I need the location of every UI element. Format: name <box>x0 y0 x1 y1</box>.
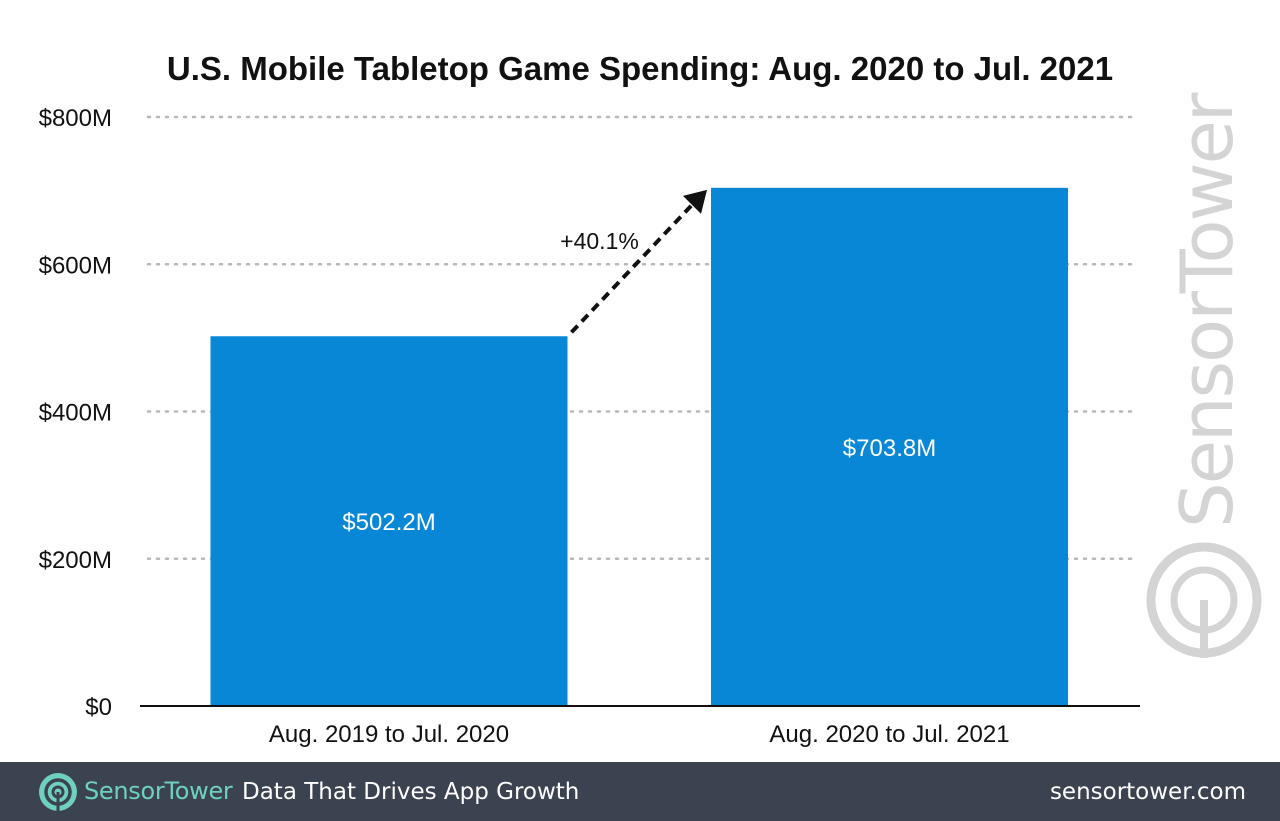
bar <box>210 336 568 706</box>
footer-brand: SensorTower <box>84 777 233 805</box>
watermark-text: SensorTower <box>1165 92 1249 528</box>
annotation-arrowhead <box>683 189 707 214</box>
watermark-logo-stem <box>1200 600 1208 658</box>
growth-annotation: +40.1% <box>560 189 707 334</box>
bars: $502.2M $703.8M <box>210 187 1068 706</box>
bar <box>711 187 1068 706</box>
annotation-arrow-line <box>570 202 695 334</box>
y-tick-label: $800M <box>39 105 112 132</box>
brand-tower: Tower <box>164 777 233 805</box>
sensortower-logo-icon <box>39 773 77 811</box>
sensortower-watermark: SensorTower <box>1146 92 1262 658</box>
y-tick-label: $600M <box>39 252 112 279</box>
x-axis-ticks: Aug. 2019 to Jul. 2020 Aug. 2020 to Jul. … <box>140 705 1140 748</box>
y-tick-label: $400M <box>39 400 112 427</box>
chart-title: U.S. Mobile Tabletop Game Spending: Aug.… <box>167 50 1113 87</box>
footer: SensorTower Data That Drives App Growth … <box>0 762 1280 821</box>
annotation-label: +40.1% <box>560 228 639 254</box>
y-tick-label: $200M <box>39 547 112 574</box>
footer-url: sensortower.com <box>1049 779 1246 805</box>
footer-tagline: Data That Drives App Growth <box>242 779 580 805</box>
bar-value-label: $703.8M <box>843 435 936 462</box>
y-axis-ticks: $0 $200M $400M $600M $800M <box>39 105 112 721</box>
bar-value-label: $502.2M <box>342 509 435 536</box>
brand-sensor: Sensor <box>84 777 165 805</box>
x-tick-label: Aug. 2020 to Jul. 2021 <box>769 721 1009 748</box>
x-tick-label: Aug. 2019 to Jul. 2020 <box>269 721 509 748</box>
y-tick-label: $0 <box>85 694 112 721</box>
chart: U.S. Mobile Tabletop Game Spending: Aug.… <box>39 50 1262 748</box>
